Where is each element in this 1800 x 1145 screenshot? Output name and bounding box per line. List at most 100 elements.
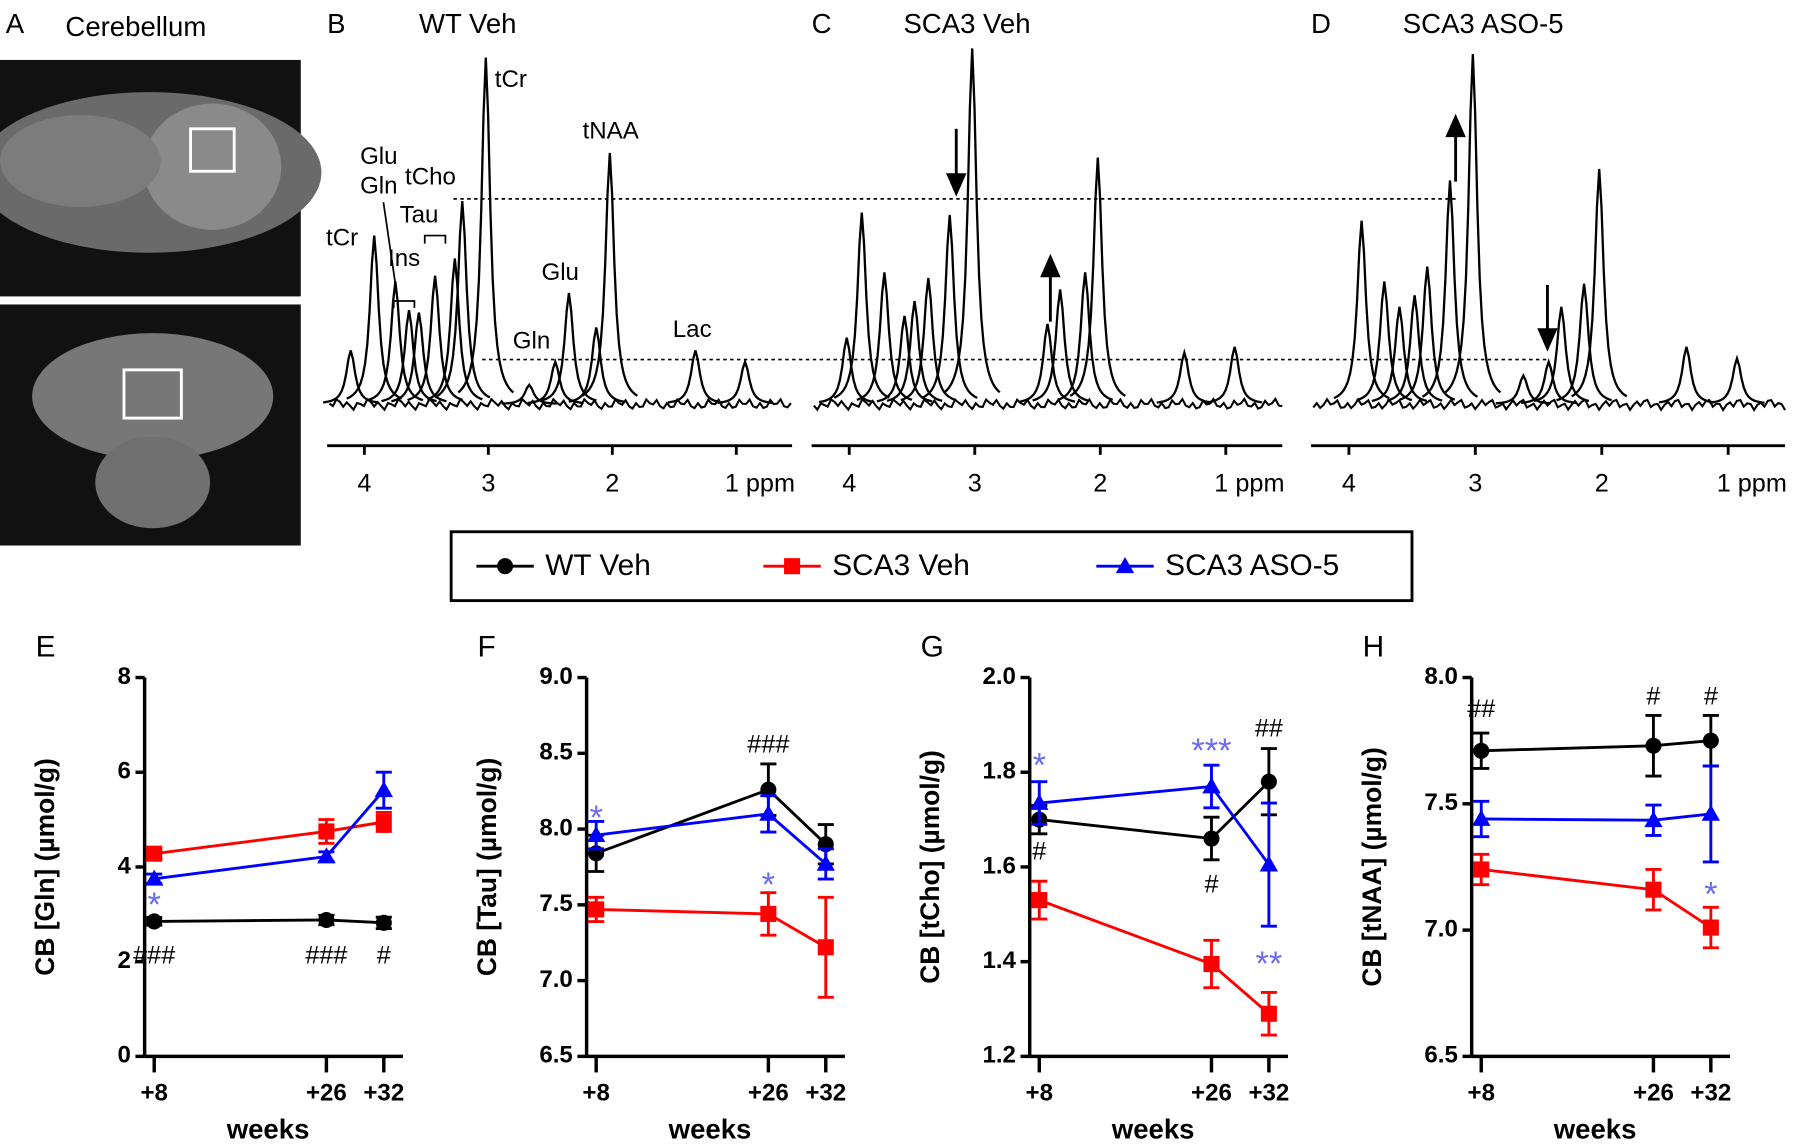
spectral-peak [1556,283,1612,402]
spectral-peak [367,281,424,402]
significance-label: ** [1255,945,1282,983]
x-tick-label: +26 [1633,1080,1674,1107]
marker [1645,737,1662,754]
x-tick-label: 3 [481,469,495,497]
x-axis-label: weeks [1553,1113,1637,1144]
x-tick-label: +32 [805,1080,846,1107]
spectral-peak [381,310,437,403]
x-tick-label: 2 [1595,469,1609,497]
significance-label: ## [1255,714,1283,742]
spectral-peak [501,382,557,405]
peak-label: Ins [388,245,420,272]
panel-label: D [1311,8,1331,39]
peak-label: Gln [360,173,398,200]
legend-label: WT Veh [545,549,651,582]
legend-marker [1115,557,1135,574]
series-line [154,789,385,881]
spectral-peak [921,214,978,399]
panel-title: SCA3 Veh [903,8,1030,39]
spectral-peak [819,337,875,404]
series-line [596,907,827,949]
marker [318,911,335,929]
y-tick-label: 7.5 [539,890,573,917]
leader-line [382,202,399,297]
marker [146,845,163,862]
panel-label: E [36,631,56,664]
marker [1203,955,1220,973]
spectral-peak [943,48,1001,394]
x-tick-label: 1 ppm [1717,469,1787,497]
panel-title: Cerebellum [65,11,206,42]
x-tick-label: +26 [306,1080,347,1107]
brainstem-shape [95,436,211,529]
mri-images [0,59,322,546]
marker [1702,919,1719,936]
significance-label: * [148,886,161,924]
marker [1645,881,1662,898]
spectral-peak [886,300,943,402]
series-line [1039,784,1271,866]
x-tick-label: 1 ppm [725,469,795,497]
peak-label: tCr [326,224,358,251]
marker [374,781,393,798]
marker [1202,777,1221,794]
y-tick-label: 7.0 [539,966,573,993]
y-tick-label: 8.0 [539,814,573,841]
y-axis-label: CB [tCho] (µmol/g) [915,750,945,984]
peak-label: Lac [673,316,712,343]
spectral-peak [1421,180,1479,398]
spectral-peak [1333,220,1390,400]
x-tick-label: +32 [363,1080,404,1107]
spectral-peak [346,235,403,400]
spectral-peak [1057,272,1114,401]
y-tick-label: 6.5 [1424,1042,1458,1069]
spectral-peak [434,201,491,399]
marker [1259,855,1279,872]
x-tick-label: +8 [140,1080,167,1107]
spectral-peak [1069,157,1126,397]
spectral-peak [856,272,913,401]
x-tick-label: +8 [1468,1080,1495,1107]
y-tick-label: 8 [117,663,130,690]
x-tick-label: +26 [1191,1080,1232,1107]
significance-label: ### [133,942,175,970]
cerebellum-shape [143,103,282,230]
significance-label: # [1204,871,1218,899]
marker [1030,793,1049,810]
x-tick-label: +32 [1248,1080,1289,1107]
significance-label: * [762,866,775,904]
spectral-peak [1019,323,1076,403]
peak-label: tCho [405,164,456,191]
y-tick-label: 6 [117,758,130,785]
y-tick-label: 2.0 [982,663,1016,690]
peak-label: tCr [495,66,527,93]
significance-label: *** [1191,732,1231,770]
marker [317,847,336,864]
panel-label: B [327,8,345,39]
marker [1472,809,1491,826]
panel-label: F [478,631,496,664]
x-tick-label: 3 [968,469,982,497]
series-line [154,820,385,856]
spectral-peak [581,152,639,397]
arrow-head [1040,253,1061,278]
spectral-peak [833,212,890,399]
y-axis-label: CB [Gln] (µmol/g) [30,758,60,976]
panel-title: SCA3 ASO-5 [1403,8,1564,39]
arrow-head [1537,328,1558,352]
x-axis-label: weeks [226,1113,310,1144]
bracket [423,234,447,244]
marker [817,939,834,956]
marker [1473,861,1490,878]
spectral-peak [541,292,597,402]
peak-label: Glu [360,143,398,170]
marker [1473,742,1490,759]
spectral-peak [1495,373,1552,405]
series-line [1481,739,1711,753]
spectral-peak [1658,346,1715,404]
spectral-peak [1156,348,1213,404]
series-line [1481,812,1711,822]
spectral-peak [1444,54,1502,394]
y-tick-label: 2 [117,947,130,974]
marker [1702,732,1719,749]
